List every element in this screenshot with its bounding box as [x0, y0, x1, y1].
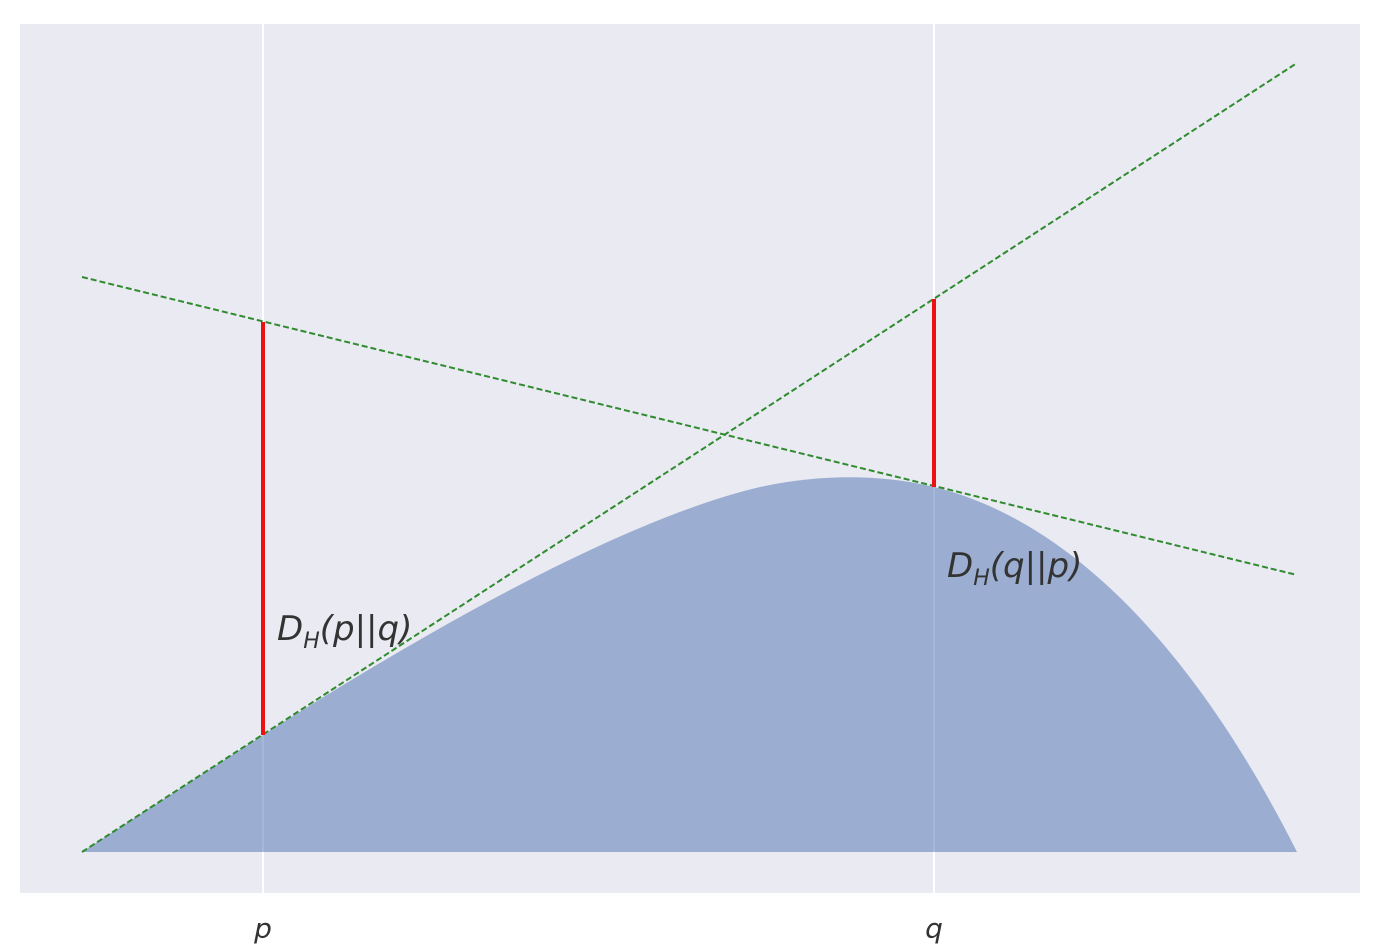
concave-function-area: [82, 477, 1297, 852]
x-tick-label: p: [253, 912, 272, 945]
tangent-at-q: [81, 276, 1298, 576]
annotation: DH(q||p): [947, 546, 1082, 591]
x-tick-label: q: [925, 912, 943, 945]
tangent-at-p: [81, 62, 1298, 853]
annotation: DH(p||q): [277, 609, 412, 654]
annotation-symbol: D: [947, 546, 973, 586]
annotation-argument: (p||q): [320, 609, 413, 649]
annotation-argument: (q||p): [990, 546, 1083, 586]
annotation-subscript: H: [303, 629, 320, 654]
annotation-symbol: D: [277, 609, 303, 649]
annotation-subscript: H: [973, 566, 990, 591]
